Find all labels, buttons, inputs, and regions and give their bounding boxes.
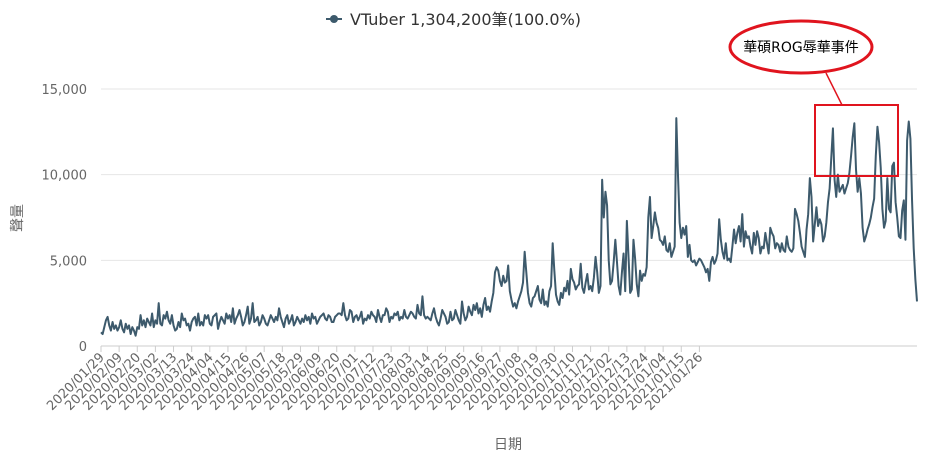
annotation: 華碩ROG辱華事件 xyxy=(728,19,899,177)
y-axis-ticks: 0 5,000 10,000 15,000 xyxy=(42,83,88,355)
y-tick-label: 0 xyxy=(79,340,87,355)
series-line[interactable] xyxy=(100,117,918,337)
y-tick-label: 10,000 xyxy=(42,169,88,184)
legend-dot-icon xyxy=(330,15,338,23)
grid-lines xyxy=(101,88,917,261)
y-tick-label: 5,000 xyxy=(50,254,87,269)
x-axis-label: 日期 xyxy=(494,437,522,453)
legend-label: VTuber 1,304,200筆(100.0%) xyxy=(350,10,581,29)
x-axis-ticks: 2020/01/292020/02/092020/02/202020/03/02… xyxy=(44,346,706,414)
legend[interactable]: VTuber 1,304,200筆(100.0%) xyxy=(326,10,581,29)
annotation-text: 華碩ROG辱華事件 xyxy=(743,40,859,56)
y-axis-label: 聲量 xyxy=(9,204,26,232)
annotation-highlight-box xyxy=(814,104,899,177)
annotation-connector xyxy=(825,72,843,106)
annotation-ellipse xyxy=(728,19,874,75)
y-tick-label: 15,000 xyxy=(42,83,88,98)
